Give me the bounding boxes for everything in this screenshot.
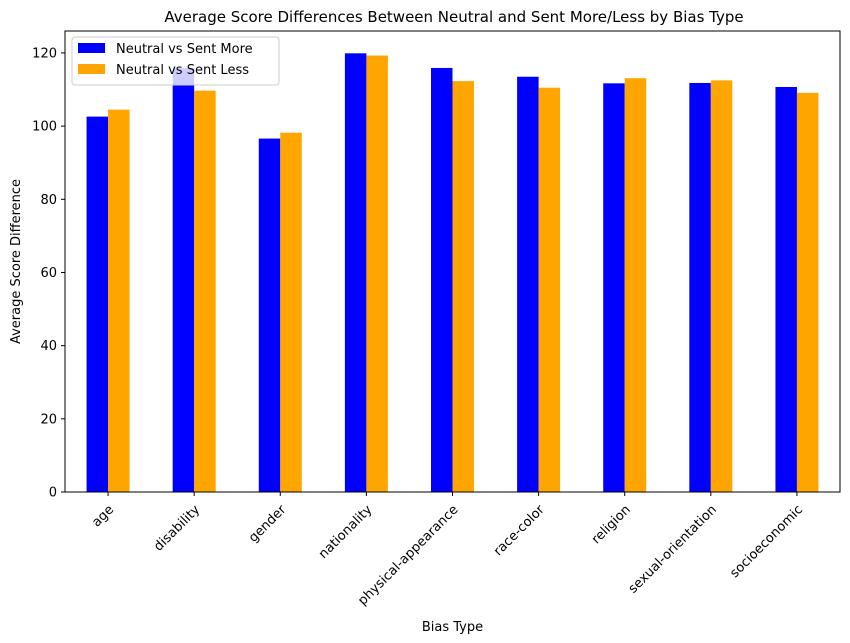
- bar-less-physical-appearance: [452, 81, 474, 492]
- y-axis: 0 20 40 60 80 100 120: [32, 46, 65, 501]
- chart-title: Average Score Differences Between Neutra…: [164, 8, 743, 26]
- bar-less-age: [108, 109, 130, 493]
- x-tick-label-religion: religion: [589, 502, 634, 547]
- bar-less-sexual-orientation: [710, 80, 733, 493]
- x-tick-label-disability: disability: [151, 502, 203, 554]
- bars-group: [86, 53, 819, 493]
- bar-less-religion: [624, 78, 647, 492]
- y-tick-label: 80: [40, 193, 57, 208]
- y-tick-label: 0: [49, 486, 57, 501]
- bar-less-socioeconomic: [796, 92, 819, 492]
- bar-more-gender: [258, 138, 281, 493]
- y-axis-label: Average Score Difference: [9, 179, 24, 344]
- legend-label-less: Neutral vs Sent Less: [116, 63, 249, 78]
- x-tick-label-gender: gender: [246, 502, 290, 546]
- legend-box: [71, 36, 280, 86]
- x-axis: age disability gender nationalityphysical-a…: [89, 492, 806, 609]
- bar-more-socioeconomic: [775, 86, 797, 492]
- y-tick-label: 40: [40, 339, 57, 354]
- x-tick-label-race-color: race-color: [491, 502, 548, 559]
- legend-label-more: Neutral vs Sent More: [116, 42, 253, 57]
- x-tick-label-physical-appearance: physical-appearance: [355, 502, 461, 608]
- x-tick-label-sexual-orientation: sexual-orientation: [626, 502, 720, 596]
- y-tick-label: 20: [40, 412, 57, 427]
- bar-more-religion: [603, 83, 625, 493]
- x-tick-label-nationality: nationality: [316, 502, 376, 562]
- bar-more-disability: [172, 68, 195, 493]
- bar-less-nationality: [366, 55, 388, 493]
- y-tick-label: 120: [32, 46, 57, 61]
- y-tick-label: 60: [40, 266, 57, 281]
- plot-frame: [64, 30, 841, 493]
- bar-more-age: [86, 116, 109, 492]
- bar-more-race-color: [517, 76, 539, 492]
- y-tick-label: 100: [32, 120, 57, 135]
- bar-more-physical-appearance: [431, 67, 453, 492]
- bar-less-race-color: [538, 87, 561, 492]
- x-tick-label-socioeconomic: socioeconomic: [727, 502, 806, 581]
- x-axis-label: Bias Type: [422, 620, 483, 635]
- bar-less-gender: [280, 132, 302, 492]
- legend-swatch-more: [78, 43, 105, 53]
- bar-more-nationality: [344, 53, 367, 493]
- bar-more-sexual-orientation: [689, 82, 711, 492]
- legend-swatch-less: [78, 64, 105, 74]
- bar-less-disability: [194, 90, 216, 492]
- x-tick-label-age: age: [89, 502, 117, 530]
- legend: Neutral vs Sent More Neutral vs Sent Less: [71, 36, 280, 86]
